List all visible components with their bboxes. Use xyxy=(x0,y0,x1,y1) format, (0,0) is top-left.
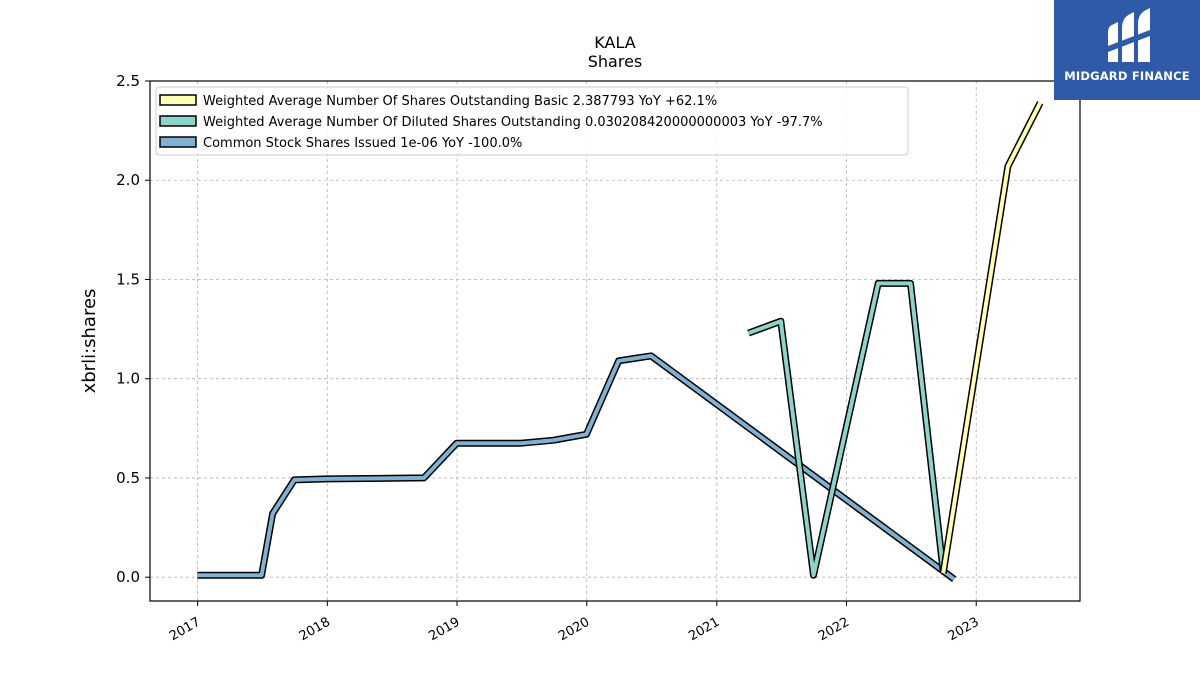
legend-entry-label: Weighted Average Number Of Diluted Share… xyxy=(203,115,823,130)
legend-swatch xyxy=(159,94,197,106)
legend-box xyxy=(155,86,909,156)
chart-subtitle: Shares xyxy=(588,52,643,71)
midgard-finance-logo: MIDGARD FINANCE xyxy=(1054,0,1200,100)
y-tick-label: 1.5 xyxy=(116,270,140,288)
x-tick-label: 2019 xyxy=(426,615,462,645)
axis-ticks: 0.0 0.5 1.0 1.5 2.0 2.5 2017 2018 2019 2020 2021 20… xyxy=(116,72,982,644)
series-line xyxy=(747,281,946,578)
series-layer xyxy=(197,101,1044,583)
series-line xyxy=(197,353,956,581)
plot-frame xyxy=(149,80,1081,602)
logo-text: MIDGARD FINANCE xyxy=(1064,69,1190,83)
y-tick-label: 0.0 xyxy=(116,568,140,586)
series-outline xyxy=(939,101,1044,574)
x-tick-label: 2021 xyxy=(686,615,722,645)
chart-title: KALA xyxy=(594,33,635,52)
legend-swatch xyxy=(159,136,197,148)
y-axis-label: xbrli:shares xyxy=(79,289,100,394)
series-line xyxy=(941,101,1042,574)
logo-mark-icon xyxy=(1108,8,1150,62)
legend-swatch xyxy=(159,115,197,127)
x-tick-label: 2018 xyxy=(297,615,333,645)
legend-entry-label: Weighted Average Number Of Shares Outsta… xyxy=(203,94,717,109)
legend: Weighted Average Number Of Shares Outsta… xyxy=(155,86,909,156)
x-tick-label: 2017 xyxy=(167,615,203,645)
x-tick-label: 2020 xyxy=(556,615,592,645)
y-tick-label: 0.5 xyxy=(116,469,140,487)
grid xyxy=(150,80,1080,601)
x-tick-label: 2022 xyxy=(816,615,852,645)
legend-entry-label: Common Stock Shares Issued 1e-06 YoY -10… xyxy=(203,136,522,151)
x-tick-label: 2023 xyxy=(946,615,982,645)
y-tick-label: 2.5 xyxy=(116,72,140,90)
y-tick-label: 2.0 xyxy=(116,171,140,189)
y-tick-label: 1.0 xyxy=(116,370,140,388)
